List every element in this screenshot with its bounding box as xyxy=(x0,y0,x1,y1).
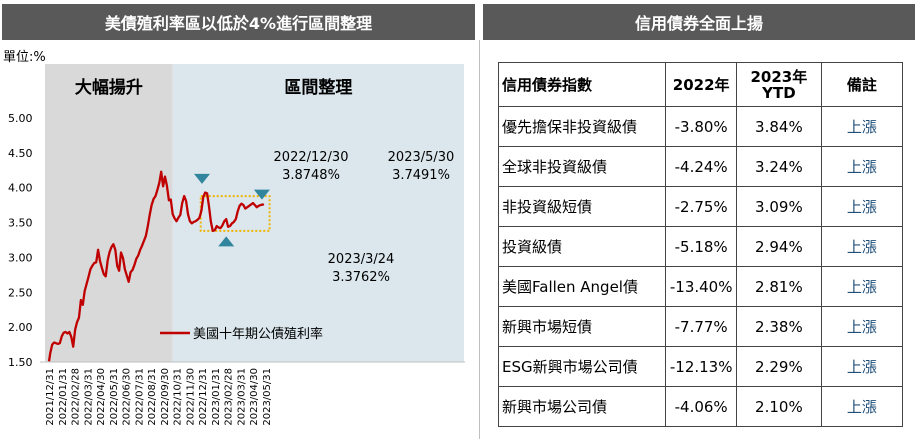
annotation-marker xyxy=(253,189,270,200)
row-note: 上漲 xyxy=(820,266,904,307)
row-ytd: 2.38% xyxy=(735,306,822,347)
y-tick-label: 2.50 xyxy=(8,286,33,299)
x-tick-label: 2022/06/30 xyxy=(122,368,133,426)
row-ytd: 3.09% xyxy=(735,186,822,227)
y-tick-label: 4.50 xyxy=(8,147,33,160)
row-note: 上漲 xyxy=(820,146,904,187)
row-note: 上漲 xyxy=(820,386,904,427)
row-note: 上漲 xyxy=(820,106,904,147)
left-panel-title: 美債殖利率區以低於4%進行區間整理 xyxy=(2,4,475,40)
unit-label: 單位:% xyxy=(3,50,46,65)
row-2022: -13.40% xyxy=(665,266,737,307)
row-name: 非投資級短債 xyxy=(497,186,667,227)
row-ytd: 3.24% xyxy=(735,146,822,187)
credit-bond-table: 信用債券指數 2022年 2023年 YTD 備註 優先擔保非投資級債 -3.80… xyxy=(497,62,904,427)
x-tick-label: 2022/03/31 xyxy=(83,368,94,426)
row-2022: -4.06% xyxy=(665,386,737,427)
x-tick-label: 2023/02/28 xyxy=(224,368,235,426)
annotation-marker xyxy=(194,173,210,184)
x-tick-label: 2022/01/31 xyxy=(58,368,69,426)
row-note: 上漲 xyxy=(820,346,904,387)
y-tick-label: 3.50 xyxy=(8,217,33,230)
row-2022: -7.77% xyxy=(665,306,737,347)
row-ytd: 2.29% xyxy=(735,346,822,387)
table-row: 投資級債 -5.18% 2.94% 上漲 xyxy=(497,226,904,267)
table-row: 全球非投資級債 -4.24% 3.24% 上漲 xyxy=(497,146,904,187)
x-tick-label: 2022/12/31 xyxy=(198,368,209,426)
annotation-value: 3.3762% xyxy=(332,270,390,285)
table-row: ESG新興市場公司債 -12.13% 2.29% 上漲 xyxy=(497,346,904,387)
row-2022: -2.75% xyxy=(665,186,737,227)
header-2022: 2022年 xyxy=(665,62,737,107)
row-note: 上漲 xyxy=(820,226,904,267)
row-name: 新興市場公司債 xyxy=(497,386,667,427)
y-tick-label: 1.50 xyxy=(8,356,33,369)
x-tick-label: 2022/11/30 xyxy=(185,368,196,426)
yield-series-line xyxy=(47,170,265,362)
table-row: 非投資級短債 -2.75% 3.09% 上漲 xyxy=(497,186,904,227)
table-row: 新興市場公司債 -4.06% 2.10% 上漲 xyxy=(497,386,904,427)
row-name: 投資級債 xyxy=(497,226,667,267)
row-2022: -5.18% xyxy=(665,226,737,267)
header-ytd: 2023年 YTD xyxy=(735,62,822,107)
row-2022: -12.13% xyxy=(665,346,737,387)
header-index: 信用債券指數 xyxy=(497,62,667,107)
row-name: 全球非投資級債 xyxy=(497,146,667,187)
x-tick-label: 2022/10/31 xyxy=(173,368,184,426)
table-row: 美國Fallen Angel債 -13.40% 2.81% 上漲 xyxy=(497,266,904,307)
x-tick-label: 2021/12/31 xyxy=(45,368,56,426)
right-panel-title: 信用債券全面上揚 xyxy=(483,4,915,40)
chart-region-label: 區間整理 xyxy=(284,77,352,98)
header-note: 備註 xyxy=(820,62,904,107)
y-tick-label: 5.00 xyxy=(8,112,33,125)
annotation-date: 2022/12/30 xyxy=(274,150,349,165)
x-tick-label: 2023/05/31 xyxy=(262,368,273,426)
x-tick-label: 2022/05/31 xyxy=(109,368,120,426)
panel-divider xyxy=(479,40,480,439)
annotation-value: 3.8748% xyxy=(282,168,340,183)
row-name: 新興市場短債 xyxy=(497,306,667,347)
row-name: 優先擔保非投資級債 xyxy=(497,106,667,147)
y-tick-label: 4.00 xyxy=(8,182,33,195)
x-tick-label: 2023/01/31 xyxy=(211,368,222,426)
annotation-date: 2023/5/30 xyxy=(388,150,455,165)
row-ytd: 3.84% xyxy=(735,106,822,147)
yield-chart: 大幅揚升 區間整理 5.00 4.50 4.00 3.50 3.00 2.50 2.00 1.50… xyxy=(8,64,465,426)
x-tick-label: 2022/07/31 xyxy=(134,368,145,426)
x-tick-label: 2022/08/31 xyxy=(147,368,158,426)
row-ytd: 2.10% xyxy=(735,386,822,427)
row-ytd: 2.81% xyxy=(735,266,822,307)
annotation-marker xyxy=(218,236,235,247)
chart-region-label: 大幅揚升 xyxy=(75,77,143,98)
row-name: 美國Fallen Angel債 xyxy=(497,266,667,307)
row-name: ESG新興市場公司債 xyxy=(497,346,667,387)
chart-region-bg xyxy=(45,64,173,362)
y-tick-label: 3.00 xyxy=(8,251,33,264)
table-header-row: 信用債券指數 2022年 2023年 YTD 備註 xyxy=(497,62,904,107)
table-row: 新興市場短債 -7.77% 2.38% 上漲 xyxy=(497,306,904,347)
row-ytd: 2.94% xyxy=(735,226,822,267)
x-tick-label: 2023/03/31 xyxy=(236,368,247,426)
x-tick-label: 2023/04/30 xyxy=(249,368,260,426)
y-tick-label: 2.00 xyxy=(8,321,33,334)
row-2022: -3.80% xyxy=(665,106,737,147)
table-row: 優先擔保非投資級債 -3.80% 3.84% 上漲 xyxy=(497,106,904,147)
legend-label: 美國十年期公債殖利率 xyxy=(193,326,323,342)
x-tick-label: 2022/09/30 xyxy=(160,368,171,426)
annotation-date: 2023/3/24 xyxy=(328,252,395,267)
row-2022: -4.24% xyxy=(665,146,737,187)
x-tick-label: 2022/04/30 xyxy=(96,368,107,426)
row-note: 上漲 xyxy=(820,306,904,347)
annotation-value: 3.7491% xyxy=(392,168,450,183)
chart-region-bg xyxy=(172,64,465,362)
x-tick-label: 2022/02/28 xyxy=(71,368,82,426)
row-note: 上漲 xyxy=(820,186,904,227)
